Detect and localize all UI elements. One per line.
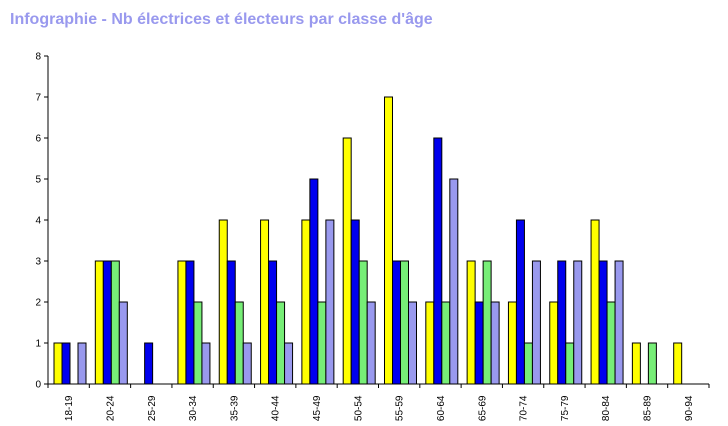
bar-75-79-s1 [549, 301, 559, 385]
bar-35-39-s3 [234, 301, 244, 385]
bar-70-74-s1 [507, 301, 517, 385]
bar-50-54-s1 [342, 137, 352, 385]
bar-75-79-s4 [573, 260, 583, 385]
bar-60-64-s1 [425, 301, 435, 385]
y-tick-label-8: 8 [35, 52, 41, 63]
bar-80-84-s2 [598, 260, 608, 385]
bar-40-44-s2 [268, 260, 278, 385]
bars-group [53, 96, 683, 385]
bar-60-64-s2 [433, 137, 443, 385]
x-tick-label-50-54: 50-54 [353, 395, 364, 421]
x-tick-label-20-24: 20-24 [105, 395, 116, 421]
bar-60-64-s3 [441, 301, 451, 385]
bar-75-79-s2 [557, 260, 567, 385]
bar-30-34-s1 [177, 260, 187, 385]
bar-18-19-s1 [53, 342, 63, 385]
bar-35-39-s4 [242, 342, 252, 385]
x-tick-label-25-29: 25-29 [147, 395, 158, 421]
bar-50-54-s2 [350, 219, 360, 385]
bar-45-49-s2 [309, 178, 319, 385]
axes-group [44, 55, 710, 388]
y-tick-label-3: 3 [35, 257, 41, 268]
bar-45-49-s3 [317, 301, 327, 385]
bar-20-24-s1 [94, 260, 104, 385]
x-tick-label-55-59: 55-59 [395, 395, 406, 421]
bar-65-69-s4 [490, 301, 500, 385]
bar-35-39-s1 [218, 219, 228, 385]
bar-45-49-s4 [325, 219, 335, 385]
bar-18-19-s2 [61, 342, 71, 385]
bar-75-79-s3 [565, 342, 575, 385]
bar-80-84-s3 [606, 301, 616, 385]
y-tick-label-7: 7 [35, 93, 41, 104]
x-tick-label-18-19: 18-19 [64, 395, 75, 421]
chart-title: Infographie - Nb électrices et électeurs… [10, 11, 433, 28]
y-tick-label-5: 5 [35, 175, 41, 186]
x-tick-label-40-44: 40-44 [271, 395, 282, 421]
bar-25-29-s2 [144, 342, 154, 385]
y-tick-label-2: 2 [35, 298, 41, 309]
x-tick-label-80-84: 80-84 [601, 395, 612, 421]
x-tick-label-60-64: 60-64 [436, 395, 447, 421]
bar-20-24-s4 [118, 301, 128, 385]
bar-60-64-s4 [449, 178, 459, 385]
bar-40-44-s4 [284, 342, 294, 385]
y-tick-label-1: 1 [35, 339, 41, 350]
bar-18-19-s4 [77, 342, 87, 385]
x-tick-label-90-94: 90-94 [684, 395, 695, 421]
bar-80-84-s1 [590, 219, 600, 385]
bar-50-54-s4 [366, 301, 376, 385]
y-tick-labels: 0 1 2 3 4 5 6 7 8 [35, 52, 41, 391]
bar-30-34-s4 [201, 342, 211, 385]
x-tick-label-70-74: 70-74 [519, 395, 530, 421]
bar-20-24-s2 [102, 260, 112, 385]
y-tick-label-0: 0 [35, 380, 41, 391]
bar-55-59-s3 [400, 260, 409, 385]
x-tick-label-30-34: 30-34 [188, 395, 199, 421]
bar-70-74-s4 [531, 260, 541, 385]
y-tick-label-4: 4 [35, 216, 41, 227]
y-tick-label-6: 6 [35, 134, 41, 145]
bar-55-59-s1 [384, 96, 393, 385]
bar-55-59-s2 [392, 260, 401, 385]
x-tick-label-85-89: 85-89 [643, 395, 654, 421]
x-tick-label-65-69: 65-69 [477, 395, 488, 421]
bar-50-54-s3 [358, 260, 368, 385]
bar-45-49-s1 [301, 219, 311, 385]
bar-85-89-s1 [631, 342, 641, 385]
x-tick-label-35-39: 35-39 [229, 395, 240, 421]
bar-30-34-s3 [193, 301, 203, 385]
bar-65-69-s3 [482, 260, 492, 385]
x-tick-labels: 18-19 20-24 25-29 30-34 35-39 40-44 45-49 50-54… [64, 395, 695, 421]
bar-30-34-s2 [185, 260, 195, 385]
x-tick-label-45-49: 45-49 [312, 395, 323, 421]
bar-80-84-s4 [614, 260, 624, 385]
bar-70-74-s3 [523, 342, 533, 385]
bar-20-24-s3 [110, 260, 120, 385]
bar-40-44-s3 [276, 301, 286, 385]
bar-65-69-s2 [474, 301, 484, 385]
bar-40-44-s1 [260, 219, 270, 385]
bar-70-74-s2 [515, 219, 525, 385]
x-tick-label-75-79: 75-79 [560, 395, 571, 421]
bar-55-59-s4 [408, 301, 417, 385]
bar-85-89-s3 [647, 342, 657, 385]
bar-65-69-s1 [466, 260, 476, 385]
bar-90-94-s1 [673, 342, 683, 385]
bar-35-39-s2 [226, 260, 236, 385]
